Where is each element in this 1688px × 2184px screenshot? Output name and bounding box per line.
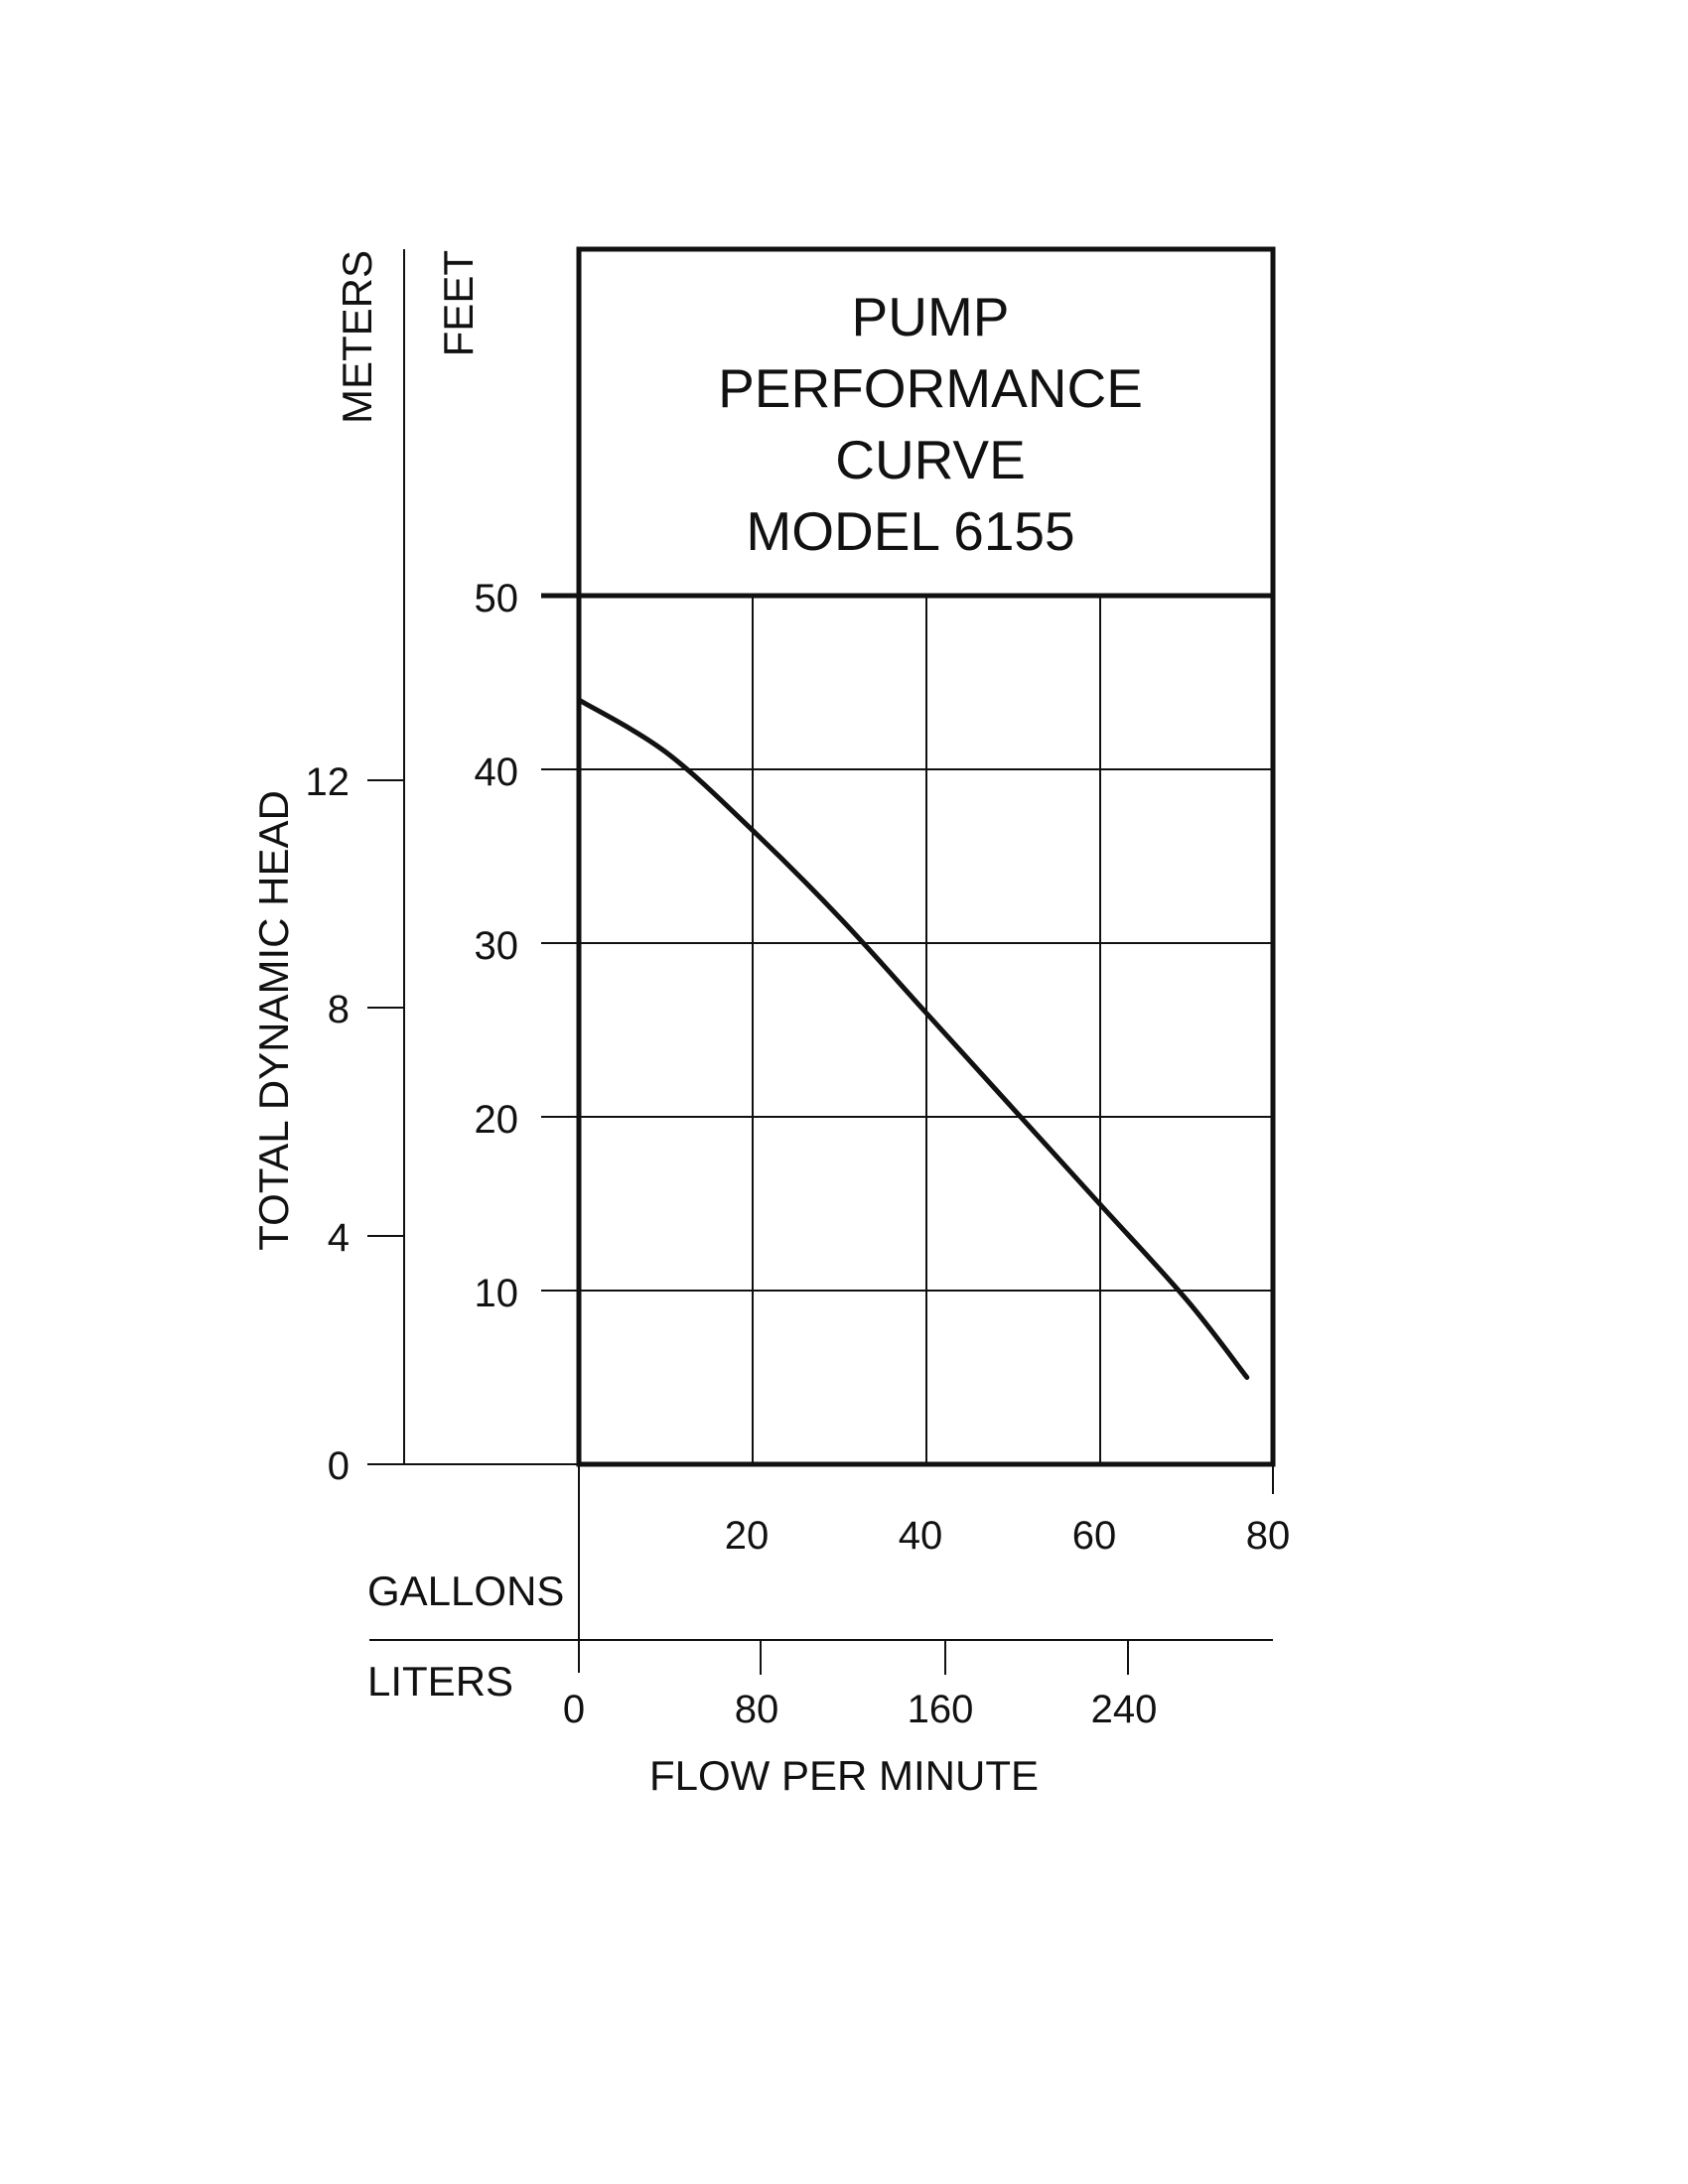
feet-tick-label-50: 50 (475, 577, 519, 620)
liters-tick-label-80: 80 (735, 1688, 779, 1731)
liters-unit-label: LITERS (367, 1658, 513, 1705)
meters-tick-label-12: 12 (306, 760, 351, 804)
liters-tick-label-160: 160 (908, 1688, 974, 1731)
curve-point-0 (577, 698, 581, 702)
chart-title-line-1: PUMP (852, 286, 1010, 347)
x-axis-title: FLOW PER MINUTE (649, 1752, 1039, 1799)
chart-title-line-3: CURVE (835, 429, 1026, 490)
liters-tick-label-240: 240 (1091, 1688, 1158, 1731)
curve-points (577, 698, 1249, 1380)
liters-tick-labels: 0 80 160 240 (563, 1688, 1158, 1731)
feet-tick-labels: 10 20 30 40 50 (475, 577, 519, 1315)
curve-point-40 (924, 1011, 928, 1015)
gallons-tick-labels: 20 40 60 80 (725, 1514, 1291, 1558)
liters-tick-label-0: 0 (563, 1688, 585, 1731)
curve-point-50 (1011, 1106, 1015, 1110)
y-axis-title: TOTAL DYNAMIC HEAD (250, 790, 297, 1251)
feet-unit-label: FEET (435, 250, 482, 356)
meters-tick-label-0: 0 (328, 1444, 350, 1488)
gallons-unit-label: GALLONS (367, 1568, 564, 1614)
chart-frame (541, 246, 1276, 1467)
feet-tick-label-30: 30 (475, 924, 519, 968)
feet-tick-label-20: 20 (475, 1098, 519, 1142)
feet-tick-label-10: 10 (475, 1272, 519, 1315)
chart-title-line-4: MODEL 6155 (746, 500, 1074, 562)
curve-point-70 (1185, 1297, 1189, 1301)
frame-outline (576, 246, 1276, 1467)
meters-unit-label: METERS (334, 250, 380, 424)
meters-tick-label-8: 8 (328, 988, 350, 1031)
curve-point-10 (663, 751, 667, 754)
curve-point-60 (1097, 1202, 1101, 1206)
grid (541, 596, 1273, 1464)
meters-tick-labels: 0 4 8 12 (306, 760, 351, 1488)
curve-point-77 (1245, 1376, 1249, 1380)
curve-point-30 (837, 915, 841, 919)
feet-tick-label-40: 40 (475, 751, 519, 794)
gallons-tick-label-20: 20 (725, 1514, 770, 1558)
gallons-tick-label-40: 40 (899, 1514, 943, 1558)
gallons-tick-label-60: 60 (1072, 1514, 1117, 1558)
meters-axis (367, 249, 579, 1465)
meters-tick-label-4: 4 (328, 1216, 350, 1260)
gallons-tick-label-80: 80 (1246, 1514, 1291, 1558)
flow-axes (369, 1464, 1274, 1675)
curve-point-20 (751, 828, 755, 832)
performance-curve (576, 697, 1250, 1380)
chart-title-line-2: PERFORMANCE (718, 357, 1143, 419)
title-block: PUMP PERFORMANCE CURVE MODEL 6155 (718, 286, 1143, 562)
